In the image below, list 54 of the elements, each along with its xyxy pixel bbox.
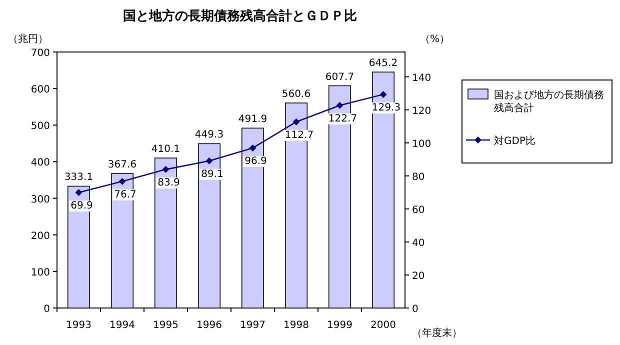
data-label: 607.7 bbox=[325, 72, 354, 83]
y-axis-title: （兆円） bbox=[8, 33, 48, 45]
y2-axis-title: （%） bbox=[420, 34, 450, 45]
point bbox=[249, 144, 256, 152]
x-tick-label: 1997 bbox=[240, 320, 266, 331]
data-label: 367.6 bbox=[108, 160, 137, 171]
x-tick-label: 1995 bbox=[153, 320, 178, 331]
chart-title: 国と地方の長期債務残高合計とＧＤＰ比 bbox=[123, 8, 357, 24]
y-tick-label: 700 bbox=[30, 48, 50, 59]
legend-label: 対GDP比 bbox=[494, 135, 536, 147]
data-label: 645.2 bbox=[368, 58, 398, 70]
data-label: 449.3 bbox=[194, 130, 224, 141]
x-tick-label: 1999 bbox=[327, 320, 352, 331]
y-tick-label: 600 bbox=[30, 84, 50, 96]
y2-tick-label: 0 bbox=[412, 304, 418, 315]
y2-tick-label: 120 bbox=[412, 106, 432, 117]
point bbox=[292, 118, 300, 126]
y-tick-label: 0 bbox=[44, 304, 50, 315]
y-tick-label: 300 bbox=[30, 194, 50, 206]
data-label: 333.1 bbox=[64, 172, 94, 184]
data-label: 122.7 bbox=[328, 113, 358, 124]
data-label: 83.9 bbox=[158, 177, 180, 188]
legend-label: 国および地方の長期債務残高合計 bbox=[494, 89, 604, 114]
y-tick-label: 200 bbox=[30, 230, 50, 242]
point bbox=[118, 178, 126, 185]
x-tick-label: 2000 bbox=[370, 320, 396, 331]
y-tick-label: 400 bbox=[30, 158, 50, 169]
data-label: 76.7 bbox=[114, 189, 136, 200]
data-label: 89.1 bbox=[201, 168, 224, 180]
y2-tick-label: 140 bbox=[412, 72, 432, 84]
point bbox=[336, 102, 344, 109]
y-tick-label: 100 bbox=[30, 267, 50, 278]
x-axis-title: （年度末） bbox=[412, 327, 462, 339]
y2-tick-label: 80 bbox=[412, 172, 425, 183]
data-label: 69.9 bbox=[70, 200, 93, 212]
point bbox=[162, 166, 170, 173]
x-tick-label: 1996 bbox=[196, 320, 222, 331]
x-tick-label: 1994 bbox=[110, 320, 135, 331]
data-label: 560.6 bbox=[282, 88, 311, 100]
point bbox=[380, 90, 387, 98]
x-tick-label: 1993 bbox=[66, 320, 92, 331]
y2-tick-label: 40 bbox=[412, 238, 425, 249]
x-tick-label: 1998 bbox=[284, 320, 309, 331]
y2-tick-label: 100 bbox=[412, 138, 432, 150]
data-label: 96.9 bbox=[244, 156, 267, 167]
point bbox=[75, 189, 82, 196]
y-tick-label: 500 bbox=[30, 121, 50, 132]
data-label: 129.3 bbox=[372, 102, 401, 114]
point bbox=[206, 157, 213, 164]
y2-tick-label: 20 bbox=[412, 270, 425, 282]
data-label: 410.1 bbox=[151, 144, 180, 156]
data-label: 491.9 bbox=[238, 114, 268, 126]
data-label: 112.7 bbox=[284, 130, 314, 141]
y2-tick-label: 60 bbox=[412, 204, 425, 216]
